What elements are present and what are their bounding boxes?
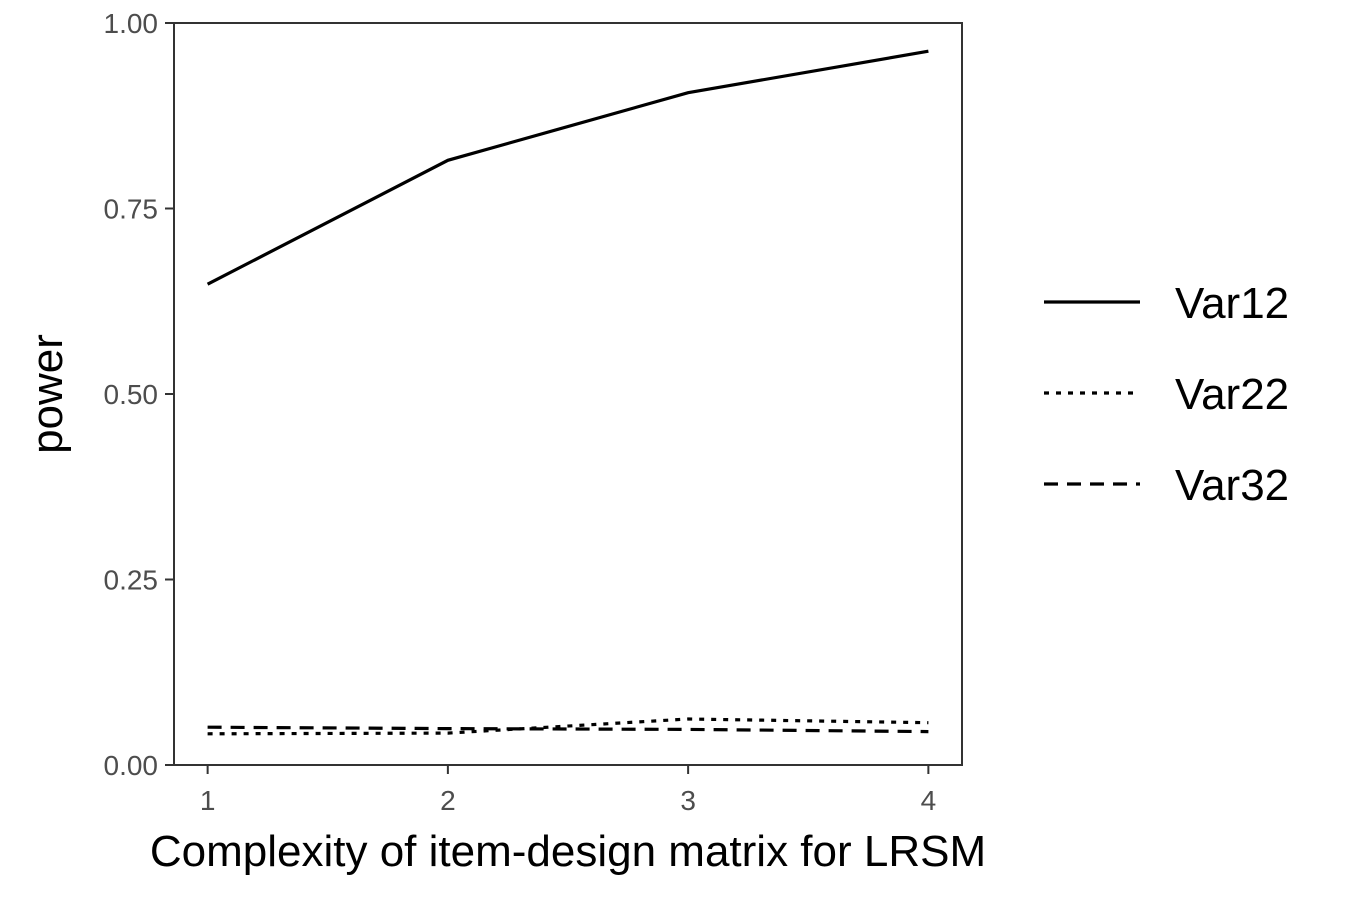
y-axis: 0.00 0.25 0.50 0.75 1.00 [104,8,174,781]
plot-panel [173,22,963,766]
y-tick-label: 0.25 [104,565,159,596]
y-tick-label: 1.00 [104,8,159,39]
x-tick-label: 3 [680,785,696,816]
y-tick-label: 0.00 [104,750,159,781]
x-axis: 1 2 3 4 [200,765,936,816]
series-line-var22 [207,717,929,736]
y-tick-label: 0.75 [104,194,159,225]
series-line-var12 [206,49,929,286]
x-tick-label: 4 [921,785,937,816]
y-tick-label: 0.50 [104,379,159,410]
series-layer [206,49,929,736]
x-tick-label: 1 [200,785,216,816]
legend: Var12 Var22 Var32 [1044,279,1289,510]
x-tick-label: 2 [440,785,456,816]
series-line-var32 [207,725,929,734]
legend-label-var12: Var12 [1175,279,1289,328]
y-axis-title: power [23,334,72,454]
legend-label-var32: Var32 [1175,461,1289,510]
legend-label-var22: Var22 [1175,370,1289,419]
x-axis-title: Complexity of item-design matrix for LRS… [150,827,986,876]
